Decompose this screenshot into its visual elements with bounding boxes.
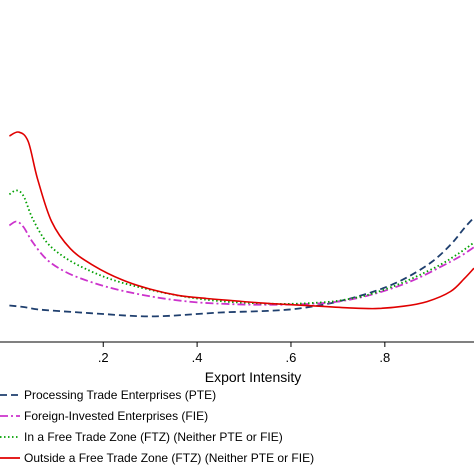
legend-label: In a Free Trade Zone (FTZ) (Neither PTE … (24, 429, 283, 444)
x-tick-label: .6 (286, 350, 297, 365)
series-line-2 (8, 220, 474, 306)
legend-item: Outside a Free Trade Zone (FTZ) (Neither… (0, 447, 474, 468)
series-line-3 (8, 189, 474, 305)
x-tick-label: .8 (379, 350, 390, 365)
legend-swatch (0, 414, 20, 417)
plot-area: .2 .4 .6 .8 (0, 131, 474, 365)
legend-item: Foreign-Invested Enterprises (FIE) (0, 405, 474, 426)
x-tick-label: .4 (192, 350, 203, 365)
legend-item: Processing Trade Enterprises (PTE) (0, 384, 474, 405)
series-line-4 (9, 131, 474, 310)
legend-label: Outside a Free Trade Zone (FTZ) (Neither… (24, 450, 315, 465)
series-line-1 (9, 216, 474, 318)
legend-item: In a Free Trade Zone (FTZ) (Neither PTE … (0, 426, 474, 447)
x-tick-label: .2 (98, 350, 109, 365)
legend-label: Foreign-Invested Enterprises (FIE) (24, 408, 209, 423)
legend-label: Processing Trade Enterprises (PTE) (24, 387, 217, 402)
legend-swatch (0, 393, 20, 396)
legend-swatch (0, 435, 20, 438)
series-layer (8, 131, 474, 318)
x-axis-ticks: .2 .4 .6 .8 (98, 342, 390, 365)
chart-legend: Processing Trade Enterprises (PTE) Foreig… (0, 384, 474, 468)
legend-swatch (0, 456, 20, 459)
x-axis-title: Export Intensity (205, 369, 302, 385)
